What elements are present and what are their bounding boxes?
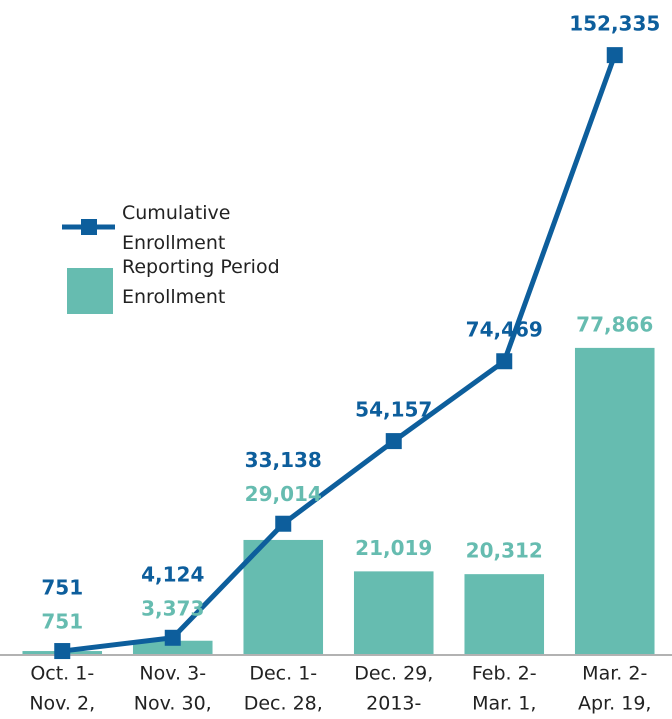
bar xyxy=(243,539,324,654)
line-value-label: 54,157 xyxy=(355,398,432,422)
bar xyxy=(574,347,655,654)
legend-label: Reporting Period Enrollment xyxy=(122,256,280,308)
line-value-label: 74,469 xyxy=(466,318,543,342)
x-tick-label: Oct. 1- xyxy=(30,663,94,685)
bar-value-label: 29,014 xyxy=(245,482,322,506)
bar xyxy=(132,640,213,654)
line-marker xyxy=(606,47,623,64)
line-marker xyxy=(54,643,71,660)
bar-value-label: 21,019 xyxy=(355,536,432,560)
x-tick-label: Dec. 29, xyxy=(354,663,433,685)
x-tick-label: Dec. 1- xyxy=(249,663,317,685)
x-tick-label: 2013- xyxy=(366,693,421,715)
bar-value-label: 77,866 xyxy=(576,312,653,336)
line-value-label: 33,138 xyxy=(245,448,322,472)
legend-marker-icon xyxy=(81,219,97,235)
bar-value-label: 3,373 xyxy=(141,596,204,620)
x-tick-label: Feb. 2- xyxy=(472,663,537,685)
legend-label: Cumulative Enrollment xyxy=(122,202,231,254)
line-value-label: 152,335 xyxy=(569,12,660,36)
line-marker xyxy=(496,353,513,370)
bar-value-label: 20,312 xyxy=(466,539,543,563)
line-value-label: 4,124 xyxy=(141,562,204,586)
line-marker xyxy=(385,433,402,450)
line xyxy=(61,54,618,654)
x-tick-label: Dec. 28, xyxy=(244,693,323,715)
bar xyxy=(353,571,434,654)
legend-bar-icon xyxy=(67,268,113,314)
x-tick-label: Nov. 2, xyxy=(29,693,95,715)
line-value-label: 751 xyxy=(41,576,83,600)
x-tick-label: Nov. 30, xyxy=(134,693,212,715)
bar-value-label: 751 xyxy=(41,610,83,634)
bar xyxy=(464,574,545,654)
x-tick-label: Nov. 3- xyxy=(139,663,206,685)
line-marker xyxy=(275,515,292,532)
x-tick-label: Mar. 1, xyxy=(472,693,536,715)
x-tick-label: Mar. 2- xyxy=(582,663,647,685)
x-tick-label: Apr. 19, xyxy=(578,693,651,715)
line-marker xyxy=(164,629,181,646)
